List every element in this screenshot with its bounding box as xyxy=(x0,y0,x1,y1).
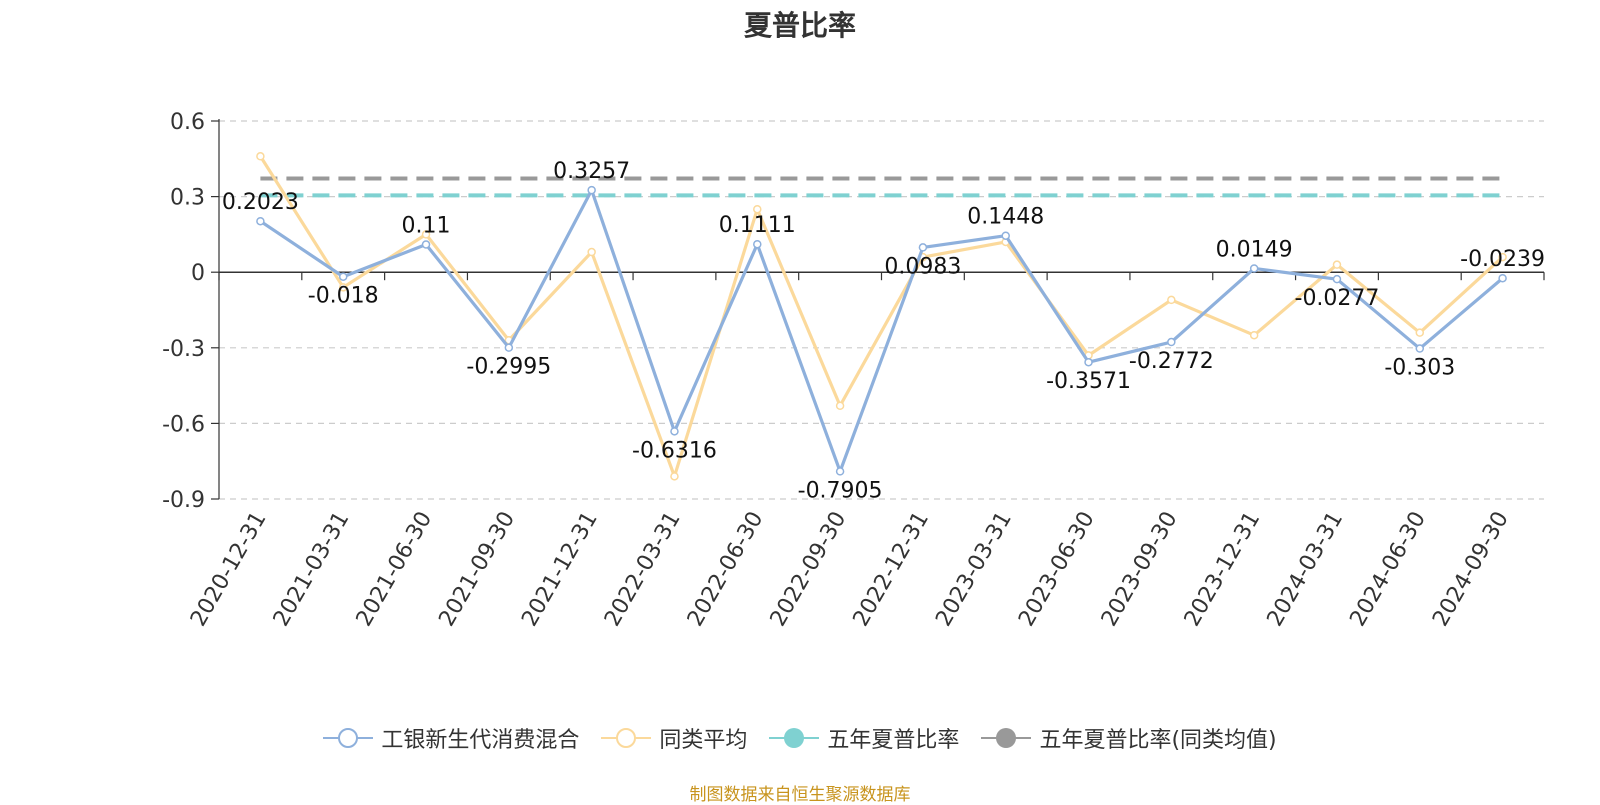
x-tick-label: 2022-06-30 xyxy=(683,508,769,631)
fund-point xyxy=(835,467,845,476)
fund-data-label: 0.0149 xyxy=(1216,237,1293,262)
x-tick-label: 2023-06-30 xyxy=(1014,508,1100,631)
fund-data-label: 0.2023 xyxy=(222,190,299,215)
fund-point xyxy=(504,343,514,352)
peer-average-point xyxy=(753,204,762,214)
fund-series-line xyxy=(259,188,1504,474)
x-tick-label: 2021-09-30 xyxy=(434,508,520,631)
fund-point xyxy=(1249,264,1259,273)
x-tick-label: 2021-12-31 xyxy=(517,508,603,631)
y-tick-label: 0.3 xyxy=(170,186,205,211)
fund-data-label: 0.11 xyxy=(402,213,451,238)
peer-average-point xyxy=(1332,260,1342,269)
legend-label-five-year-sharpe-peer: 五年夏普比率(同类均值) xyxy=(1039,728,1277,753)
chart-legend: 工银新生代消费混合 同类平均 五年夏普比率 五年夏普比率(同类均值) xyxy=(0,722,1600,754)
fund-point xyxy=(256,216,265,226)
fund-point xyxy=(1415,344,1425,353)
fund-data-label: -0.303 xyxy=(1384,356,1455,381)
x-tick-label: 2024-06-30 xyxy=(1345,508,1431,631)
legend-line-dot-icon xyxy=(769,728,820,748)
peer-average-point xyxy=(256,152,265,161)
fund-data-label: 0.0983 xyxy=(884,254,961,279)
x-tick-label: 2023-03-31 xyxy=(931,508,1017,631)
peer-average-point xyxy=(338,283,348,292)
x-tick-label: 2020-12-31 xyxy=(186,508,272,631)
x-tick-label: 2023-12-31 xyxy=(1180,508,1266,631)
y-tick-label: -0.9 xyxy=(162,488,205,513)
legend-item-five-year-sharpe[interactable]: 五年夏普比率 xyxy=(769,722,959,754)
legend-line-dot-icon xyxy=(981,728,1032,748)
x-tick-label: 2022-03-31 xyxy=(600,508,686,631)
fund-data-label: -0.2995 xyxy=(466,355,551,380)
x-tick-label: 2024-09-30 xyxy=(1428,508,1514,631)
fund-point xyxy=(421,240,431,249)
legend-line-circle-icon xyxy=(323,728,374,748)
fund-point xyxy=(587,185,596,195)
fund-data-label: -0.6316 xyxy=(632,438,717,463)
peer-average-point xyxy=(421,230,431,239)
x-tick-label: 2023-09-30 xyxy=(1097,508,1183,631)
peer-average-point xyxy=(670,472,679,481)
x-tick-label: 2024-03-31 xyxy=(1263,508,1349,631)
fund-data-label: 0.1448 xyxy=(967,205,1044,230)
peer-average-point xyxy=(1498,252,1507,262)
fund-point xyxy=(338,272,348,281)
fund-point xyxy=(1167,337,1176,347)
fund-data-label: -0.3571 xyxy=(1046,369,1131,394)
peer-average-point xyxy=(587,247,596,257)
x-tick-label: 2022-12-31 xyxy=(849,508,935,631)
legend-label-peer-average: 同类平均 xyxy=(659,728,748,753)
legend-label-fund: 工银新生代消费混合 xyxy=(381,728,580,753)
y-tick-label: 0.6 xyxy=(170,110,205,135)
legend-item-five-year-sharpe-peer[interactable]: 五年夏普比率(同类均值) xyxy=(981,722,1277,754)
fund-point xyxy=(1084,357,1093,367)
fund-point xyxy=(753,239,762,249)
legend-item-peer-average[interactable]: 同类平均 xyxy=(601,722,747,754)
x-tick-label: 2022-09-30 xyxy=(766,508,852,631)
legend-label-five-year-sharpe: 五年夏普比率 xyxy=(827,728,960,753)
fund-point xyxy=(670,427,679,436)
chart-title: 夏普比率 xyxy=(743,9,856,42)
fund-data-label: 0.3257 xyxy=(553,159,630,184)
peer-average-point xyxy=(1415,328,1425,337)
peer-average-point xyxy=(1249,330,1259,340)
x-tick-label: 2021-03-31 xyxy=(269,508,355,631)
fund-data-label: 0.1111 xyxy=(719,213,796,238)
legend-item-fund[interactable]: 工银新生代消费混合 xyxy=(323,722,579,754)
legend-line-circle-icon xyxy=(601,728,652,748)
peer-average-point xyxy=(1167,295,1176,305)
peer-average-point xyxy=(835,401,845,411)
fund-data-label: -0.0277 xyxy=(1295,286,1380,311)
footer-source: 制图数据来自恒生聚源数据库 xyxy=(689,785,911,805)
fund-point xyxy=(1498,273,1507,283)
y-tick-label: -0.3 xyxy=(162,337,205,362)
fund-point xyxy=(1001,231,1010,240)
x-tick-label: 2021-06-30 xyxy=(352,508,438,631)
fund-point xyxy=(918,243,928,252)
fund-data-label: -0.2772 xyxy=(1129,349,1214,374)
fund-data-label: -0.0239 xyxy=(1460,247,1545,272)
y-tick-label: 0 xyxy=(191,261,205,286)
fund-point xyxy=(1332,274,1342,284)
fund-data-label: -0.018 xyxy=(308,284,379,309)
peer-average-series-line xyxy=(259,155,1504,478)
y-tick-label: -0.6 xyxy=(162,412,205,437)
fund-data-label: -0.7905 xyxy=(798,478,883,503)
